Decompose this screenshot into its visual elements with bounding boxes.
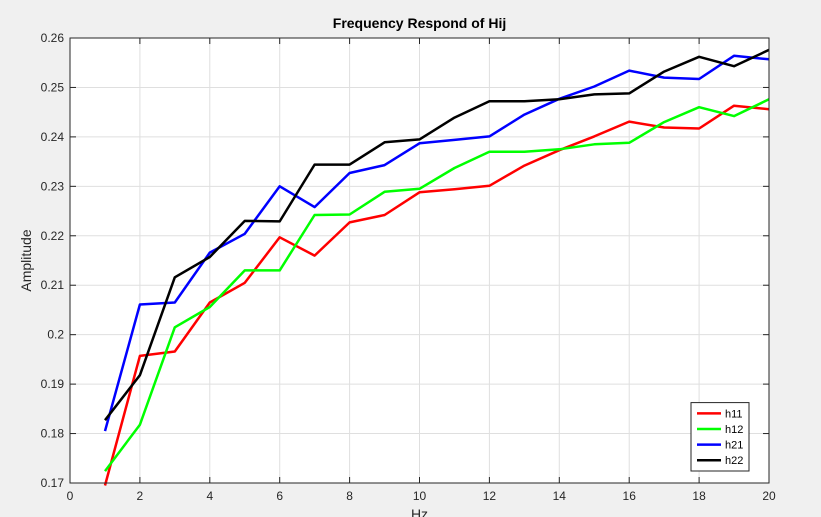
x-tick-label: 6	[276, 489, 283, 503]
x-tick-label: 8	[346, 489, 353, 503]
x-tick-label: 18	[692, 489, 706, 503]
series-line-h12	[104, 98, 770, 472]
x-tick-label: 20	[762, 489, 776, 503]
legend: h11 h12 h21 h22	[690, 402, 750, 472]
x-tick-label: 14	[553, 489, 567, 503]
y-tick-label: 0.25	[41, 80, 65, 94]
x-tick-label: 10	[413, 489, 427, 503]
y-tick-label: 0.23	[41, 179, 65, 193]
series-lines	[103, 48, 770, 486]
y-tick-label: 0.19	[41, 377, 65, 391]
x-tick-label: 0	[67, 489, 74, 503]
legend-label-h22: h22	[725, 455, 743, 467]
x-tick-label: 16	[623, 489, 637, 503]
chart-title: Frequency Respond of Hij	[333, 15, 506, 31]
y-tick-label: 0.17	[41, 476, 65, 490]
x-axis-label: Hz	[411, 506, 428, 517]
x-tick-labels: 0 2 4 6 8 10 12 14 16 18 20	[67, 489, 776, 503]
y-tick-labels: 0.17 0.18 0.19 0.2 0.21 0.22 0.23 0.24 0.25 0.26	[41, 31, 65, 490]
y-tick-label: 0.26	[41, 31, 65, 45]
y-tick-label: 0.18	[41, 427, 65, 441]
x-tick-label: 4	[206, 489, 213, 503]
legend-label-h21: h21	[725, 440, 743, 452]
tick-marks	[69, 37, 770, 484]
y-tick-label: 0.22	[41, 229, 65, 243]
y-tick-label: 0.21	[41, 278, 65, 292]
legend-label-h11: h11	[725, 408, 743, 420]
y-tick-label: 0.2	[47, 328, 64, 342]
x-tick-label: 2	[137, 489, 144, 503]
grid	[70, 38, 769, 483]
legend-label-h12: h12	[725, 424, 743, 436]
y-tick-label: 0.24	[41, 130, 65, 144]
series-line-h22	[104, 48, 770, 421]
x-tick-label: 12	[483, 489, 497, 503]
y-axis-label: Amplitude	[18, 229, 34, 291]
